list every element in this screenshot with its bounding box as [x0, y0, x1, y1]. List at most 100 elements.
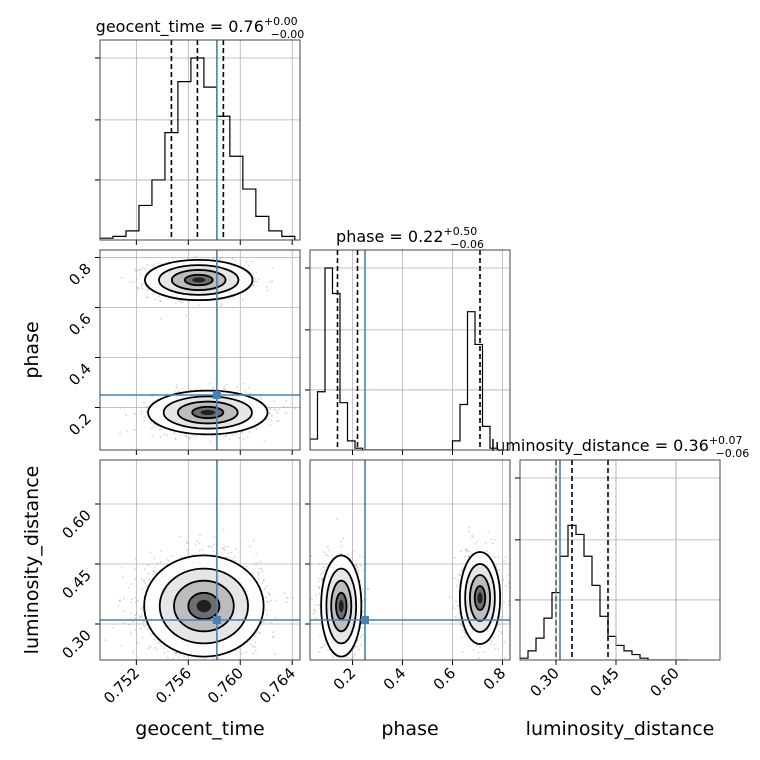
scatter-point — [240, 652, 243, 655]
scatter-point — [153, 264, 155, 266]
scatter-point — [254, 277, 257, 280]
scatter-point — [252, 285, 255, 287]
scatter-point — [154, 566, 157, 569]
scatter-point — [166, 558, 169, 561]
scatter-point — [153, 638, 156, 641]
scatter-point — [270, 414, 273, 417]
scatter-point — [147, 564, 150, 567]
scatter-point — [174, 654, 177, 657]
scatter-point — [250, 639, 252, 641]
scatter-point — [285, 412, 288, 415]
scatter-point — [286, 596, 288, 599]
scatter-point — [172, 257, 175, 259]
scatter-point — [254, 650, 257, 652]
scatter-point — [143, 415, 146, 418]
scatter-point — [258, 278, 260, 280]
scatter-point — [163, 651, 166, 654]
scatter-point — [142, 625, 145, 628]
scatter-point — [157, 641, 160, 644]
scatter-point — [198, 664, 200, 666]
y-tick-label: 0.4 — [65, 360, 95, 390]
scatter-point — [231, 306, 234, 309]
scatter-point — [174, 437, 177, 440]
scatter-point — [141, 287, 144, 290]
scatter-point — [134, 578, 137, 581]
scatter-point — [227, 663, 229, 665]
scatter-point — [319, 634, 321, 637]
scatter-point — [140, 608, 143, 611]
scatter-point — [255, 632, 258, 634]
scatter-point — [220, 305, 223, 308]
scatter-point — [265, 585, 268, 587]
scatter-point — [140, 413, 143, 416]
scatter-point — [179, 653, 181, 656]
hist-panel-luminosity_distance: 0.30 0.45 0.60 — [515, 459, 721, 700]
scatter-point — [229, 297, 232, 300]
scatter-point — [139, 268, 142, 271]
scatter-point — [283, 592, 286, 595]
scatter-point — [252, 572, 255, 575]
scatter-point — [177, 300, 180, 303]
scatter-point — [143, 419, 146, 422]
scatter-point — [259, 398, 262, 400]
scatter-point — [127, 623, 130, 626]
scatter-point — [266, 289, 269, 292]
scatter-point — [245, 261, 248, 264]
density-level — [196, 599, 212, 613]
y-tick-label: 0.45 — [58, 566, 94, 602]
scatter-point — [238, 437, 240, 440]
scatter-point — [232, 434, 235, 436]
scatter-point — [141, 606, 144, 609]
scatter-point — [139, 616, 142, 619]
scatter-point — [136, 641, 139, 644]
scatter-point — [223, 549, 226, 551]
scatter-point — [271, 280, 274, 283]
scatter-point — [159, 428, 161, 431]
x-tick-label: 0.45 — [586, 664, 622, 700]
scatter-point — [159, 561, 162, 564]
scatter-point — [262, 578, 265, 581]
title-luminosity-distance: luminosity_distance = 0.36+0.07 −0.06 — [491, 434, 750, 460]
scatter-point — [233, 559, 236, 562]
scatter-point — [265, 596, 267, 599]
scatter-point — [256, 561, 259, 564]
scatter-point — [133, 568, 136, 570]
scatter-point — [205, 661, 207, 663]
density-level — [192, 277, 206, 283]
scatter-point — [153, 557, 155, 560]
scatter-point — [212, 257, 215, 260]
contour — [144, 258, 254, 302]
scatter-point — [209, 382, 212, 385]
x-tick-label: 0.4 — [380, 664, 410, 694]
scatter-point — [249, 392, 252, 395]
scatter-point — [267, 600, 270, 603]
scatter-point — [274, 408, 276, 411]
scatter-point — [254, 641, 257, 643]
scatter-point — [209, 684, 211, 686]
scatter-point — [140, 283, 143, 286]
scatter-point — [144, 582, 146, 585]
scatter-point — [247, 386, 250, 389]
scatter-point — [230, 551, 232, 554]
scatter-point — [269, 412, 271, 415]
scatter-point — [263, 587, 266, 590]
scatter-point — [150, 427, 153, 430]
contour — [170, 269, 227, 291]
scatter-point — [263, 440, 266, 443]
scatter-point — [224, 387, 226, 390]
scatter-point — [173, 652, 176, 655]
scatter-point — [143, 580, 145, 582]
scatter-point — [149, 551, 152, 554]
scatter-point — [273, 400, 276, 402]
scatter-point — [274, 599, 277, 602]
scatter-point — [197, 670, 199, 672]
scatter-point — [245, 651, 248, 654]
scatter-point — [122, 576, 125, 579]
scatter-point — [251, 283, 254, 286]
scatter-point — [266, 613, 269, 616]
contour — [173, 579, 235, 633]
scatter-point — [184, 434, 187, 437]
scatter-point — [235, 650, 237, 652]
scatter-point — [272, 636, 275, 639]
scatter-point — [246, 436, 249, 438]
